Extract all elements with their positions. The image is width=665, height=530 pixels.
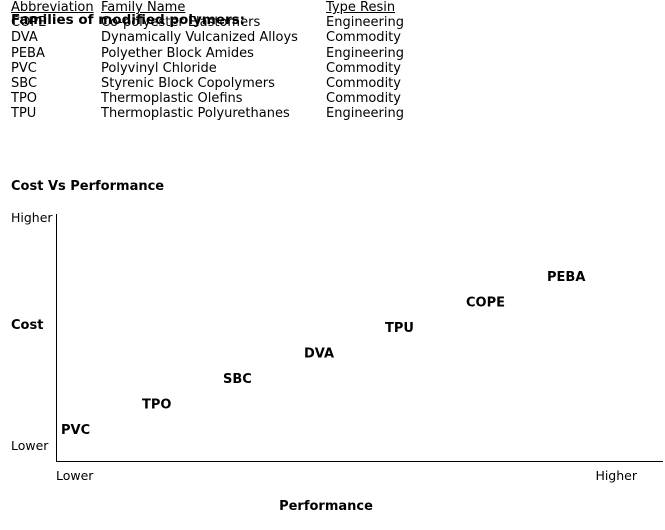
point-label-tpu: TPU	[385, 321, 414, 336]
abbreviation-header: Abbreviation	[11, 0, 94, 15]
abbreviation-column: Abbreviation COPE DVA PEBA PVC SBC TPO T…	[11, 0, 94, 122]
table-row-abbr: PEBA	[11, 45, 45, 61]
table-row-family: Thermoplastic Olefins	[101, 91, 243, 107]
table-row-type: Engineering	[326, 45, 404, 61]
table-row-abbr: TPO	[11, 91, 38, 107]
table-row-abbr: TPU	[11, 106, 37, 122]
table-row-family: Co-polyester Elastomers	[101, 15, 261, 31]
table-row-type: Commodity	[326, 30, 401, 46]
table-row-family: Thermoplastic Polyurethanes	[101, 106, 290, 122]
table-row-type: Commodity	[326, 76, 401, 92]
table-row-family: Polyether Block Amides	[101, 45, 254, 61]
point-label-tpo: TPO	[142, 398, 171, 413]
point-label-pvc: PVC	[61, 423, 90, 438]
type-resin-column: Type Resin Engineering Commodity Enginee…	[326, 0, 404, 122]
table-title: Families of modified polymers:	[11, 12, 246, 28]
table-row-type: Engineering	[326, 106, 404, 122]
point-label-peba: PEBA	[547, 270, 585, 285]
type-resin-header: Type Resin	[326, 0, 396, 15]
y-tick-label-higher: Higher	[11, 210, 53, 225]
table-row-abbr: COPE	[11, 15, 47, 31]
family-name-header: Family Name	[101, 0, 186, 15]
table-row-type: Engineering	[326, 15, 404, 31]
point-label-cope: COPE	[466, 296, 505, 311]
table-row-family: Dynamically Vulcanized Alloys	[101, 30, 298, 46]
table-row-abbr: SBC	[11, 76, 38, 92]
family-name-column: Family Name Co-polyester Elastomers Dyna…	[101, 0, 298, 122]
table-row-abbr: DVA	[11, 30, 38, 46]
table-row-type: Commodity	[326, 60, 401, 76]
x-axis-title: Performance	[279, 499, 373, 514]
y-axis-title: Cost	[11, 318, 43, 333]
point-label-dva: DVA	[304, 347, 334, 362]
chart-title: Cost Vs Performance	[11, 179, 165, 194]
table-row-family: Polyvinyl Chloride	[101, 60, 217, 76]
y-tick-label-lower: Lower	[11, 438, 49, 453]
x-tick-label-lower: Lower	[56, 468, 94, 483]
table-row-type: Commodity	[326, 91, 401, 107]
data-labels-group: PVC TPO SBC DVA TPU COPE PEBA	[61, 270, 585, 438]
table-row-family: Styrenic Block Copolymers	[101, 76, 275, 92]
x-tick-label-higher: Higher	[595, 468, 637, 483]
table-row-abbr: PVC	[11, 60, 37, 76]
point-label-sbc: SBC	[223, 372, 252, 387]
